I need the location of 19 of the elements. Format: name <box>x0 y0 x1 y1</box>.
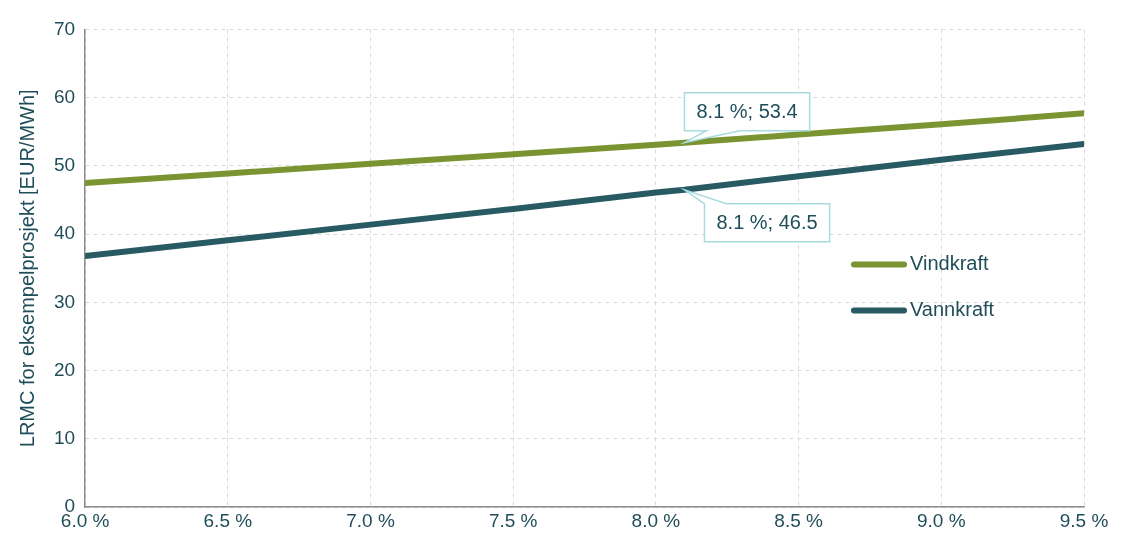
y-tick-label: 60 <box>53 85 76 107</box>
legend-label: Vannkraft <box>910 297 995 320</box>
x-tick-label: 9.5 % <box>1059 509 1109 531</box>
x-tick-label: 9.0 % <box>917 509 966 531</box>
y-axis-title: LRMC for eksempelprosjekt [EUR/MWh] <box>15 89 38 448</box>
annotation: 8.1 %; 53.4 <box>696 100 798 123</box>
y-tick-label: 70 <box>53 17 76 39</box>
y-tick-label: 40 <box>53 222 76 244</box>
legend-label: Vindkraft <box>910 251 990 274</box>
y-tick-label: 30 <box>53 290 76 312</box>
x-tick-label: 8.0 % <box>631 509 681 531</box>
x-tick-label: 7.5 % <box>488 509 538 531</box>
x-tick-label: 6.5 % <box>203 509 253 531</box>
y-tick-label: 10 <box>53 427 76 449</box>
x-tick-label: 7.0 % <box>346 509 395 531</box>
y-tick-label: 50 <box>53 154 76 176</box>
annotation: 8.1 %; 46.5 <box>716 211 818 234</box>
x-tick-label: 8.5 % <box>774 509 823 531</box>
y-tick-label: 20 <box>53 358 76 380</box>
